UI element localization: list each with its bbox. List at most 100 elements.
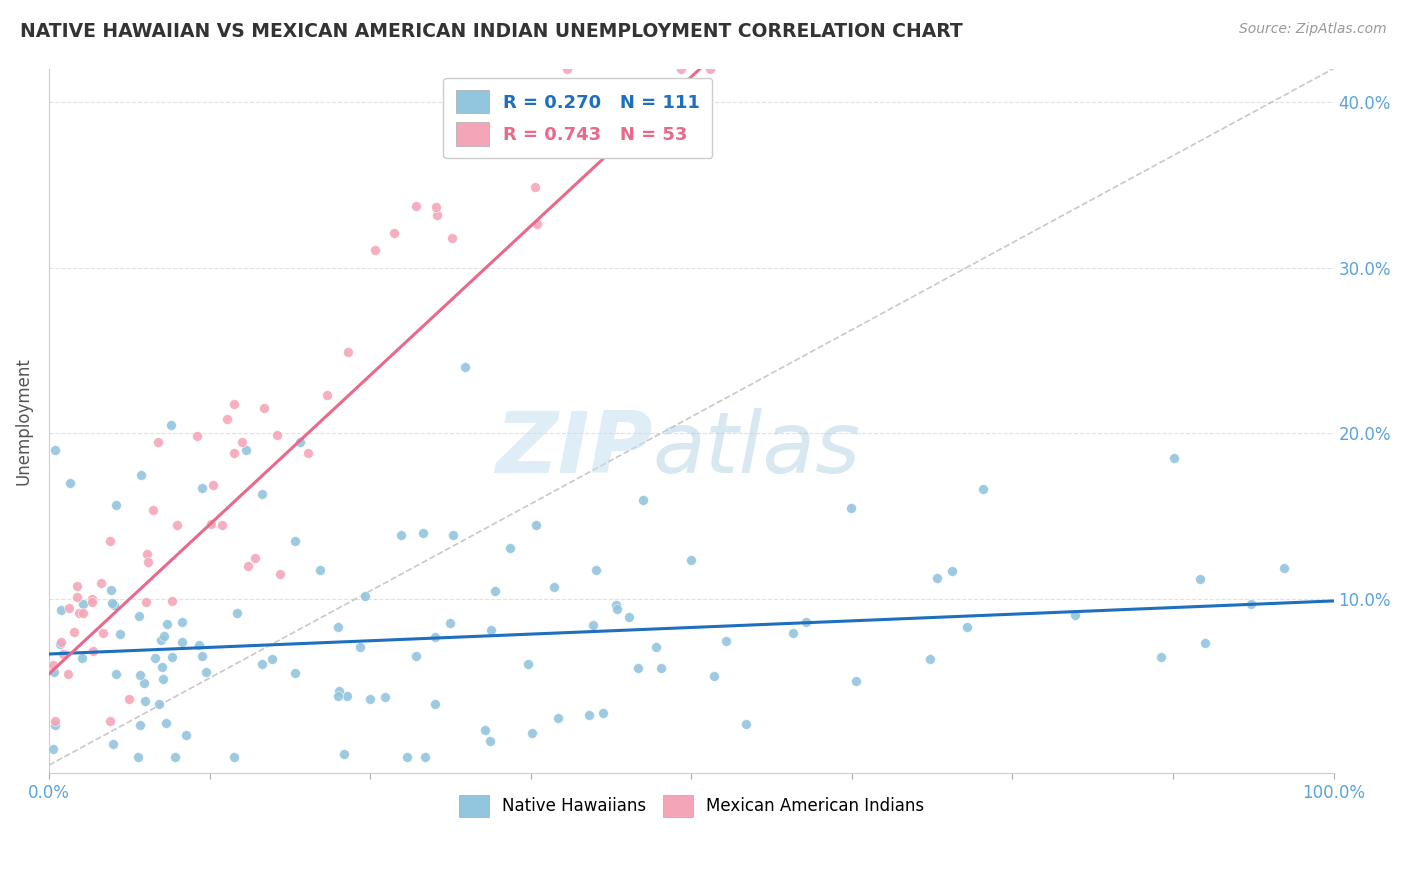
- Point: [382, 227, 405, 241]
- Point: [315, 388, 337, 402]
- Point: [617, 609, 640, 624]
- Point: [188, 638, 211, 652]
- Point: [1240, 597, 1263, 611]
- Point: [260, 651, 283, 665]
- Point: [359, 691, 381, 706]
- Point: [284, 665, 307, 680]
- Point: [145, 651, 167, 665]
- Point: [211, 517, 233, 532]
- Point: [160, 594, 183, 608]
- Point: [547, 711, 569, 725]
- Point: [297, 446, 319, 460]
- Point: [127, 749, 149, 764]
- Point: [524, 517, 547, 532]
- Point: [284, 534, 307, 549]
- Point: [484, 584, 506, 599]
- Point: [128, 608, 150, 623]
- Point: [499, 541, 522, 556]
- Point: [1189, 572, 1212, 586]
- Point: [413, 749, 436, 764]
- Point: [150, 660, 173, 674]
- Point: [716, 633, 738, 648]
- Point: [605, 599, 627, 613]
- Point: [66, 579, 89, 593]
- Point: [44, 442, 66, 457]
- Point: [405, 199, 427, 213]
- Point: [412, 525, 434, 540]
- Point: [252, 657, 274, 672]
- Point: [454, 360, 477, 375]
- Point: [374, 690, 396, 705]
- Point: [163, 749, 186, 764]
- Point: [67, 606, 90, 620]
- Point: [222, 396, 245, 410]
- Point: [58, 601, 80, 615]
- Point: [699, 62, 721, 76]
- Point: [148, 697, 170, 711]
- Point: [927, 571, 949, 585]
- Point: [290, 434, 312, 449]
- Point: [627, 661, 650, 675]
- Point: [236, 559, 259, 574]
- Point: [582, 618, 605, 632]
- Point: [186, 429, 208, 443]
- Point: [222, 446, 245, 460]
- Point: [479, 623, 502, 637]
- Point: [195, 665, 218, 680]
- Point: [526, 218, 548, 232]
- Point: [44, 718, 66, 732]
- Point: [796, 615, 818, 630]
- Point: [155, 716, 177, 731]
- Point: [326, 620, 349, 634]
- Point: [423, 630, 446, 644]
- Legend: Native Hawaiians, Mexican American Indians: Native Hawaiians, Mexican American India…: [450, 787, 932, 825]
- Point: [44, 714, 66, 729]
- Point: [631, 493, 654, 508]
- Point: [56, 667, 79, 681]
- Point: [1064, 607, 1087, 622]
- Point: [142, 502, 165, 516]
- Point: [72, 598, 94, 612]
- Point: [1272, 561, 1295, 575]
- Text: Source: ZipAtlas.com: Source: ZipAtlas.com: [1239, 22, 1386, 37]
- Point: [70, 650, 93, 665]
- Point: [423, 697, 446, 711]
- Point: [1149, 650, 1171, 665]
- Point: [585, 563, 607, 577]
- Point: [332, 747, 354, 762]
- Point: [48, 637, 70, 651]
- Point: [136, 556, 159, 570]
- Point: [250, 487, 273, 501]
- Point: [735, 717, 758, 731]
- Point: [328, 684, 350, 698]
- Point: [82, 644, 104, 658]
- Point: [336, 345, 359, 359]
- Point: [201, 478, 224, 492]
- Point: [956, 620, 979, 634]
- Point: [162, 650, 184, 665]
- Point: [235, 442, 257, 457]
- Point: [170, 615, 193, 629]
- Point: [479, 733, 502, 747]
- Point: [118, 691, 141, 706]
- Point: [105, 667, 128, 681]
- Point: [524, 179, 547, 194]
- Point: [42, 741, 65, 756]
- Point: [66, 590, 89, 604]
- Point: [253, 401, 276, 416]
- Point: [679, 552, 702, 566]
- Point: [51, 647, 73, 661]
- Point: [152, 629, 174, 643]
- Point: [578, 708, 600, 723]
- Point: [1163, 451, 1185, 466]
- Point: [44, 665, 66, 679]
- Point: [669, 62, 692, 76]
- Point: [606, 602, 628, 616]
- Point: [90, 575, 112, 590]
- Point: [243, 550, 266, 565]
- Point: [972, 482, 994, 496]
- Point: [592, 706, 614, 721]
- Point: [782, 626, 804, 640]
- Point: [100, 583, 122, 598]
- Point: [217, 411, 239, 425]
